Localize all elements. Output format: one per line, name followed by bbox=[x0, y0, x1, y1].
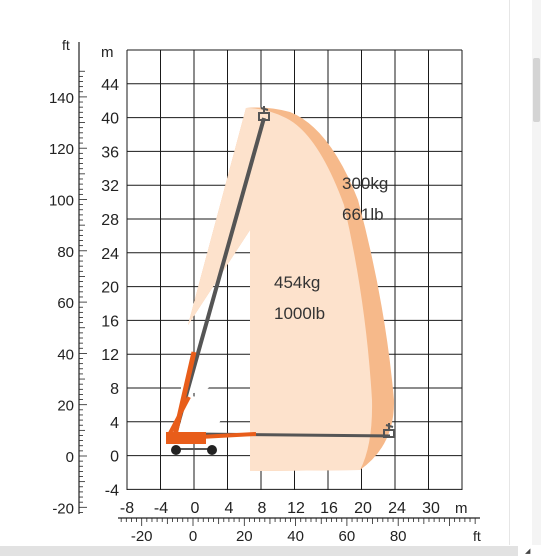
y-ft-tick-label: -20 bbox=[52, 500, 74, 517]
x-m-tick-label: -4 bbox=[154, 500, 168, 517]
x-ft-tick-label: 40 bbox=[287, 528, 304, 545]
x-m-tick-label: 30 bbox=[422, 500, 440, 517]
x-m-tick-label: -8 bbox=[120, 500, 134, 517]
y-ft-tick-label: 40 bbox=[57, 346, 74, 363]
x-ft-tick-label: 0 bbox=[189, 528, 197, 545]
y-ft-tick-label: 120 bbox=[49, 141, 74, 158]
front-wheel bbox=[207, 445, 217, 455]
inner-capacity-lb: 1000lb bbox=[274, 304, 325, 323]
y-m-tick-label: 28 bbox=[101, 212, 119, 229]
y-m-tick-label: 20 bbox=[101, 280, 119, 297]
y-m-tick-label: -4 bbox=[105, 482, 119, 499]
ft-unit-label-top: ft bbox=[62, 37, 70, 53]
horizontal-scrollbar[interactable] bbox=[0, 546, 541, 556]
m-unit-label-bottom: m bbox=[455, 500, 468, 517]
y-m-tick-label: 44 bbox=[101, 77, 119, 94]
y-ft-tick-label: 140 bbox=[49, 90, 74, 107]
ft-unit-label-bottom: ft bbox=[473, 528, 481, 544]
y-m-tick-label: 40 bbox=[101, 111, 119, 128]
x-ft-tick-label: 80 bbox=[390, 528, 407, 545]
x-m-tick-label: 16 bbox=[320, 500, 338, 517]
y-ft-tick-label: 100 bbox=[49, 193, 74, 210]
y-ft-tick-label: 0 bbox=[66, 449, 74, 466]
vertical-scrollbar-thumb[interactable] bbox=[533, 58, 540, 122]
vertical-boom bbox=[173, 117, 266, 436]
m-unit-label-top: m bbox=[101, 44, 114, 61]
axes: 444036322824201612840-414012010080604020… bbox=[49, 42, 480, 545]
y-m-tick-label: 0 bbox=[110, 449, 119, 466]
scroll-arrow-icon[interactable]: ◢ bbox=[525, 548, 531, 555]
x-ft-tick-label: 60 bbox=[339, 528, 356, 545]
inner-capacity-zone bbox=[188, 108, 373, 471]
y-m-tick-label: 32 bbox=[101, 178, 119, 195]
x-m-tick-label: 12 bbox=[287, 500, 305, 517]
x-m-tick-label: 4 bbox=[225, 500, 234, 517]
zone-cutout-lower bbox=[181, 394, 222, 436]
outer-capacity-lb: 661lb bbox=[342, 205, 384, 224]
outer-capacity-kg: 300kg bbox=[342, 174, 388, 193]
x-ft-tick-label: -20 bbox=[131, 528, 153, 545]
y-m-tick-label: 16 bbox=[101, 313, 119, 330]
x-ft-tick-label: 20 bbox=[236, 528, 253, 545]
rear-wheel bbox=[171, 445, 181, 455]
upper-basket-icon bbox=[258, 106, 270, 121]
inner-capacity-kg: 454kg bbox=[274, 273, 320, 292]
outreach-basket-icon bbox=[383, 423, 395, 438]
panel-divider bbox=[509, 0, 510, 545]
y-m-tick-label: 36 bbox=[101, 144, 119, 161]
y-ft-tick-label: 20 bbox=[57, 398, 74, 415]
y-ft-tick-label: 60 bbox=[57, 295, 74, 312]
y-m-tick-label: 4 bbox=[110, 415, 119, 432]
y-ft-tick-label: 80 bbox=[57, 244, 74, 261]
y-m-tick-label: 8 bbox=[110, 381, 119, 398]
x-m-tick-label: 8 bbox=[258, 500, 267, 517]
x-m-tick-label: 24 bbox=[388, 500, 406, 517]
y-m-tick-label: 24 bbox=[101, 246, 119, 263]
horizontal-scroll-button[interactable] bbox=[518, 546, 541, 556]
x-m-tick-label: 20 bbox=[354, 500, 372, 517]
machine-boom-rest bbox=[199, 432, 257, 439]
x-m-tick-label: 0 bbox=[191, 500, 200, 517]
y-m-tick-label: 12 bbox=[101, 347, 119, 364]
vertical-boom-lower bbox=[167, 396, 191, 436]
machine-chassis bbox=[166, 432, 206, 444]
vertical-scrollbar[interactable] bbox=[532, 0, 541, 545]
